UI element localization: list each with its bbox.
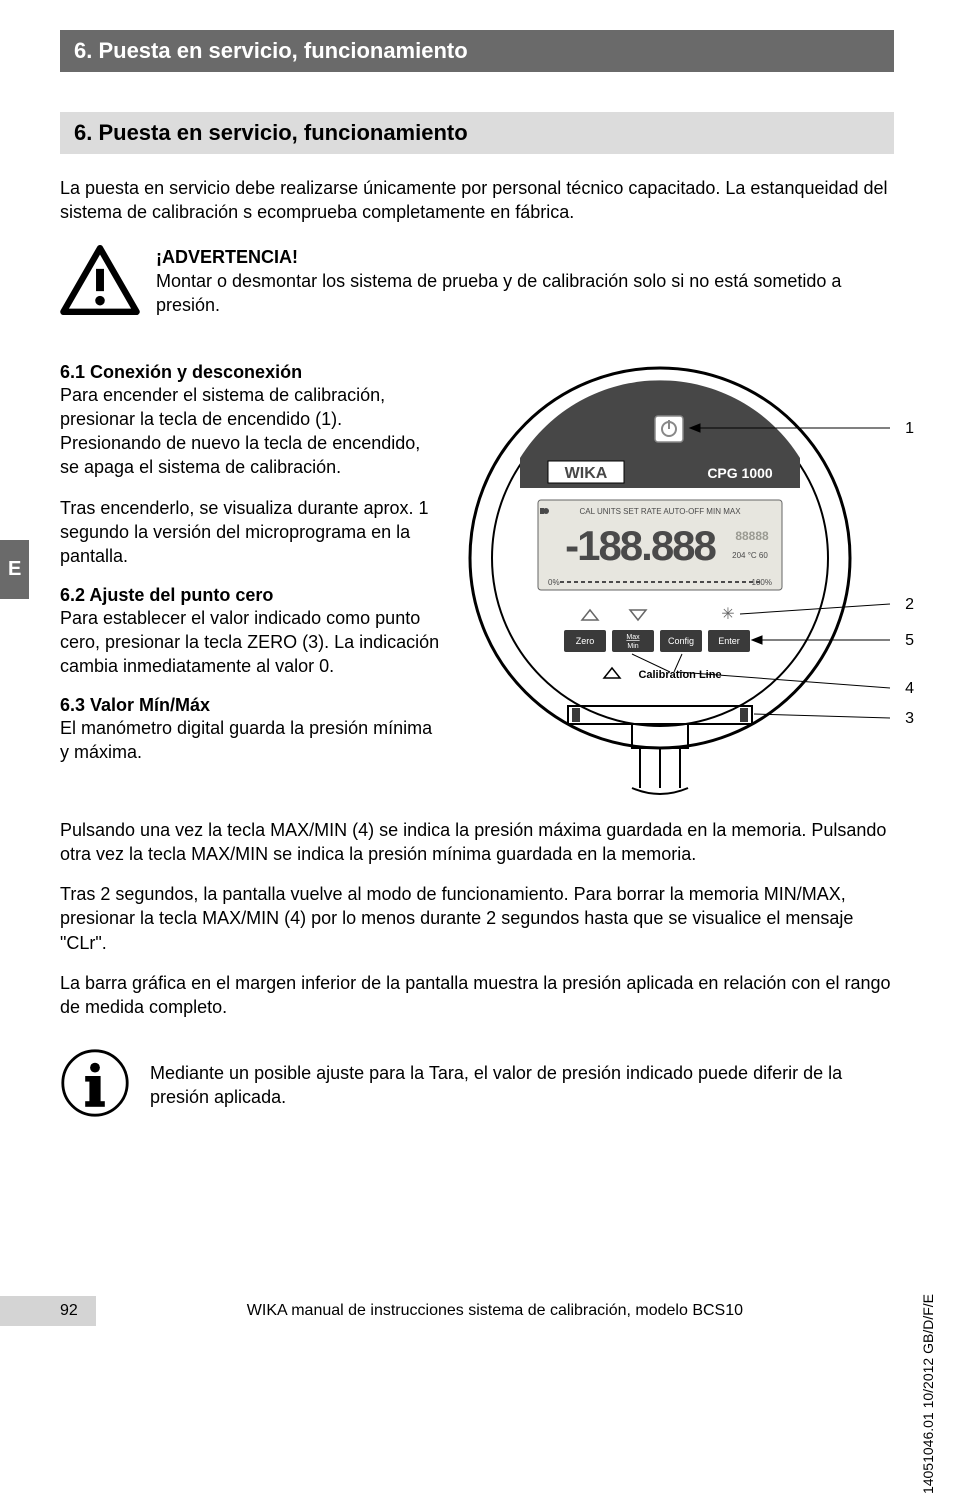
s61-heading: 6.1 Conexión y desconexión bbox=[60, 362, 440, 383]
warning-body: Montar o desmontar los sistema de prueba… bbox=[156, 271, 841, 315]
warning-icon bbox=[60, 245, 140, 320]
warning-text: ¡ADVERTENCIA! Montar o desmontar los sis… bbox=[156, 245, 894, 320]
svg-text:CAL UNITS SET RATE AUTO-OFF MI: CAL UNITS SET RATE AUTO-OFF MIN MAX bbox=[579, 507, 741, 516]
svg-text:Zero: Zero bbox=[576, 636, 595, 646]
warning-block: ¡ADVERTENCIA! Montar o desmontar los sis… bbox=[60, 245, 894, 320]
s63-p2: Pulsando una vez la tecla MAX/MIN (4) se… bbox=[60, 818, 894, 867]
callout-2: 2 bbox=[905, 596, 914, 614]
s63-p1: El manómetro digital guarda la presión m… bbox=[60, 716, 440, 765]
svg-text:WIKA: WIKA bbox=[565, 465, 608, 482]
footer-text: WIKA manual de instrucciones sistema de … bbox=[96, 1302, 894, 1320]
svg-text:0%: 0% bbox=[548, 578, 560, 587]
callout-3: 3 bbox=[905, 710, 914, 728]
s62-p1: Para establecer el valor indicado como p… bbox=[60, 606, 440, 679]
s61-p2: Tras encenderlo, se visualiza durante ap… bbox=[60, 496, 440, 569]
page-footer: 92 WIKA manual de instrucciones sistema … bbox=[0, 1296, 894, 1326]
intro-paragraph: La puesta en servicio debe realizarse ún… bbox=[60, 176, 894, 225]
s61-p1: Para encender el sistema de calibración,… bbox=[60, 383, 440, 480]
s63-p3: Tras 2 segundos, la pantalla vuelve al m… bbox=[60, 882, 894, 955]
chapter-header-bar: 6. Puesta en servicio, funcionamiento bbox=[60, 30, 894, 72]
document-page: 6. Puesta en servicio, funcionamiento 6.… bbox=[0, 0, 954, 1123]
warning-title: ¡ADVERTENCIA! bbox=[156, 245, 894, 269]
svg-text:-188.888: -188.888 bbox=[565, 522, 716, 569]
svg-text:✳: ✳ bbox=[721, 606, 734, 623]
svg-text:204 °C 60: 204 °C 60 bbox=[732, 551, 768, 560]
gauge-diagram: WIKA CPG 1000 CAL UNITS SET RATE AUTO-OF… bbox=[460, 348, 920, 818]
callout-4: 4 bbox=[905, 680, 914, 698]
section-title-bar: 6. Puesta en servicio, funcionamiento bbox=[60, 112, 894, 154]
callout-5: 5 bbox=[905, 632, 914, 650]
info-icon bbox=[60, 1048, 130, 1123]
page-number: 92 bbox=[0, 1296, 96, 1326]
svg-text:Enter: Enter bbox=[718, 636, 740, 646]
svg-text:Calibration Line: Calibration Line bbox=[638, 669, 721, 681]
svg-text:Max: Max bbox=[626, 634, 640, 641]
svg-text:Min: Min bbox=[627, 643, 638, 650]
svg-text:CPG 1000: CPG 1000 bbox=[707, 465, 773, 481]
info-block: Mediante un posible ajuste para la Tara,… bbox=[60, 1048, 894, 1123]
document-code-vertical: 14051046.01 10/2012 GB/D/F/E bbox=[920, 1294, 936, 1494]
s63-heading: 6.3 Valor Mín/Máx bbox=[60, 695, 440, 716]
svg-text:100%: 100% bbox=[752, 578, 772, 587]
s63-p4: La barra gráfica en el margen inferior d… bbox=[60, 971, 894, 1020]
info-text: Mediante un posible ajuste para la Tara,… bbox=[150, 1061, 894, 1110]
s62-heading: 6.2 Ajuste del punto cero bbox=[60, 585, 440, 606]
svg-text:Config: Config bbox=[668, 636, 694, 646]
svg-text:88888: 88888 bbox=[735, 529, 769, 543]
callout-1: 1 bbox=[905, 420, 914, 438]
